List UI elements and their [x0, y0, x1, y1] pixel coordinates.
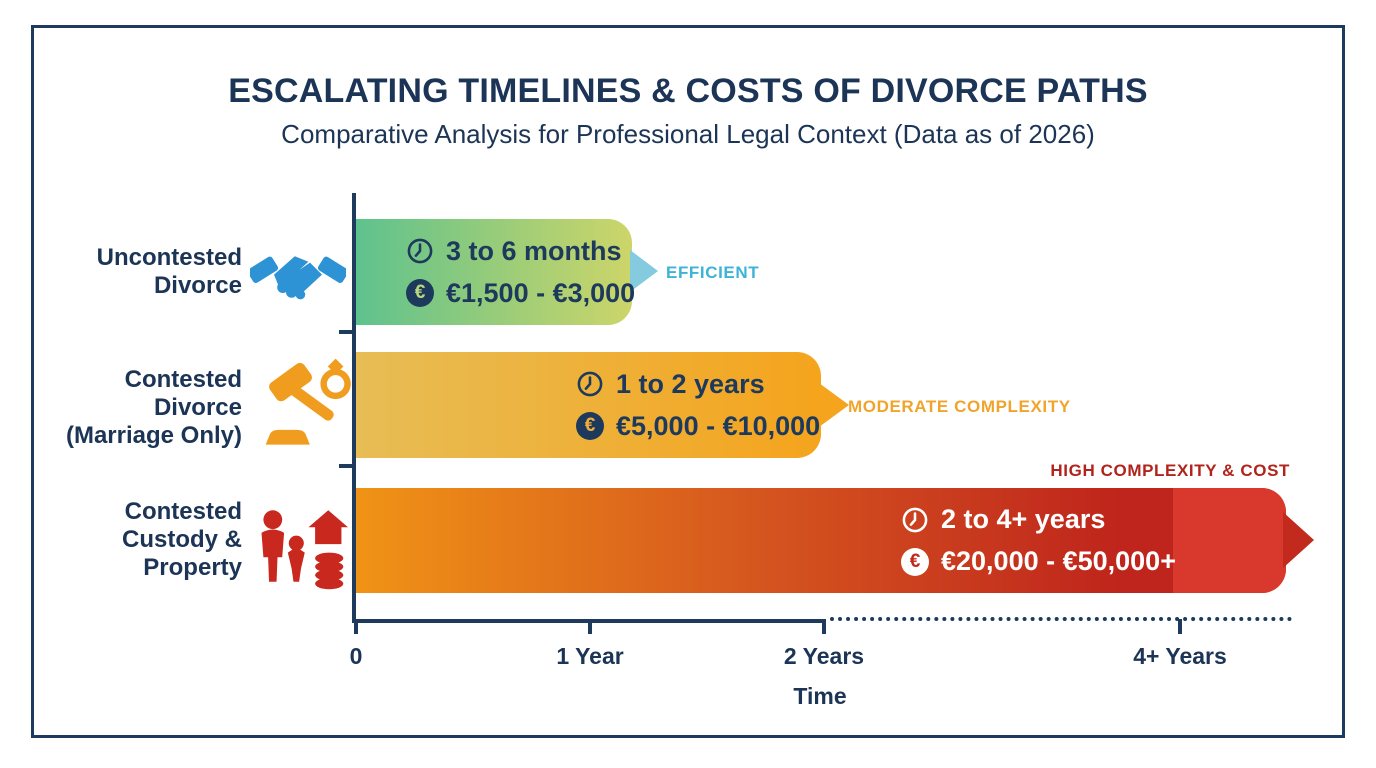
euro-icon: € — [576, 412, 604, 440]
duration-line: 2 to 4+ years — [901, 504, 1286, 535]
tag-efficient: EFFICIENT — [666, 263, 760, 282]
clock-icon — [902, 507, 928, 532]
y-axis-line — [352, 193, 356, 623]
x-axis-tick — [588, 619, 592, 634]
cost-line: € €1,500 - €3,000 — [406, 277, 636, 309]
x-axis-tick — [354, 619, 358, 634]
x-axis-line-dotted — [830, 617, 1292, 621]
bar-arrow-high — [1283, 512, 1314, 568]
category-line: Divorce — [153, 272, 242, 299]
clock-icon — [577, 371, 603, 397]
x-tick-label: 2 Years — [783, 643, 865, 669]
x-axis-title: Time — [793, 683, 847, 709]
clock-icon — [407, 238, 433, 264]
bar-contested-divorce: 1 to 2 years € €5,000 - €10,000 — [356, 352, 821, 458]
cost-value: €20,000 - €50,000+ — [941, 546, 1176, 576]
euro-icon: € — [406, 279, 434, 307]
category-line: Divorce — [153, 394, 242, 421]
x-tick-label: 4+ Years — [1133, 643, 1227, 669]
cost-line: € €5,000 - €10,000 — [576, 411, 821, 442]
cost-value: €1,500 - €3,000 — [446, 277, 636, 308]
category-line: (Marriage Only) — [65, 422, 242, 449]
duration-line: 1 to 2 years — [576, 369, 821, 400]
category-label-contested-divorce: Contested Divorce (Marriage Only) — [50, 366, 242, 450]
bar-contested-custody-property: 2 to 4+ years € €20,000 - €50,000+ — [356, 488, 1286, 593]
page-subtitle: Comparative Analysis for Professional Le… — [281, 119, 1095, 149]
bar-uncontested-divorce: 3 to 6 months € €1,500 - €3,000 — [356, 219, 636, 325]
x-tick-label: 0 — [349, 643, 363, 669]
category-line: Property — [143, 554, 242, 581]
cost-line: € €20,000 - €50,000+ — [901, 546, 1286, 577]
bar-arrow-efficient — [630, 250, 658, 292]
cost-value: €5,000 - €10,000 — [616, 410, 821, 441]
duration-line: 3 to 6 months — [406, 236, 632, 267]
duration-value: 3 to 6 months — [446, 235, 622, 266]
x-tick-label: 1 Year — [556, 643, 624, 669]
y-axis-tick — [339, 464, 353, 468]
category-label-contested-custody-property: Contested Custody & Property — [50, 498, 242, 582]
gavel-ring-icon — [265, 358, 351, 445]
duration-value: 2 to 4+ years — [941, 504, 1106, 534]
category-line: Uncontested — [96, 244, 242, 271]
bar-highlight-segment — [1173, 488, 1286, 593]
category-line: Contested — [124, 498, 242, 525]
page-title: ESCALATING TIMELINES & COSTS OF DIVORCE … — [228, 72, 1148, 110]
category-line: Contested — [124, 366, 242, 393]
tag-moderate-complexity: MODERATE COMPLEXITY — [848, 397, 1071, 416]
y-axis-tick — [339, 330, 353, 334]
tag-high-complexity-cost: HIGH COMPLEXITY & COST — [1050, 461, 1290, 480]
x-axis-tick — [1178, 619, 1182, 634]
handshake-icon — [250, 256, 346, 300]
category-line: Custody & — [122, 526, 242, 553]
bar-arrow-moderate — [819, 383, 849, 427]
family-house-savings-icon — [261, 510, 348, 590]
euro-icon: € — [901, 547, 929, 576]
duration-value: 1 to 2 years — [616, 368, 765, 399]
x-axis-tick — [822, 619, 826, 634]
category-label-uncontested-divorce: Uncontested Divorce — [50, 244, 242, 300]
